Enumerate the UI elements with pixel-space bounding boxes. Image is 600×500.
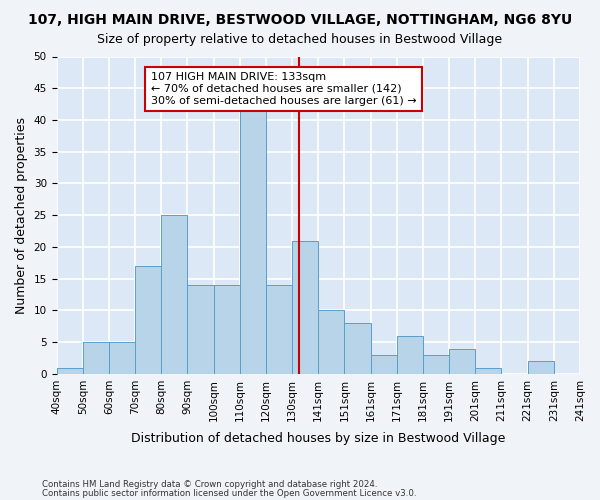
Bar [449,348,475,374]
Bar [371,355,397,374]
Bar [397,336,423,374]
Bar [475,368,502,374]
Bar [344,323,371,374]
Bar [292,240,318,374]
Bar [240,108,266,374]
Bar [318,310,344,374]
Text: 107 HIGH MAIN DRIVE: 133sqm
← 70% of detached houses are smaller (142)
30% of se: 107 HIGH MAIN DRIVE: 133sqm ← 70% of det… [151,72,416,106]
Bar [214,285,240,374]
Bar [109,342,135,374]
Bar [423,355,449,374]
Bar [187,285,214,374]
Bar [527,361,554,374]
Bar [83,342,109,374]
Bar [135,266,161,374]
X-axis label: Distribution of detached houses by size in Bestwood Village: Distribution of detached houses by size … [131,432,505,445]
Text: Contains public sector information licensed under the Open Government Licence v3: Contains public sector information licen… [42,489,416,498]
Y-axis label: Number of detached properties: Number of detached properties [15,116,28,314]
Bar [266,285,292,374]
Bar [56,368,83,374]
Text: Contains HM Land Registry data © Crown copyright and database right 2024.: Contains HM Land Registry data © Crown c… [42,480,377,489]
Bar [161,215,187,374]
Text: 107, HIGH MAIN DRIVE, BESTWOOD VILLAGE, NOTTINGHAM, NG6 8YU: 107, HIGH MAIN DRIVE, BESTWOOD VILLAGE, … [28,12,572,26]
Text: Size of property relative to detached houses in Bestwood Village: Size of property relative to detached ho… [97,32,503,46]
